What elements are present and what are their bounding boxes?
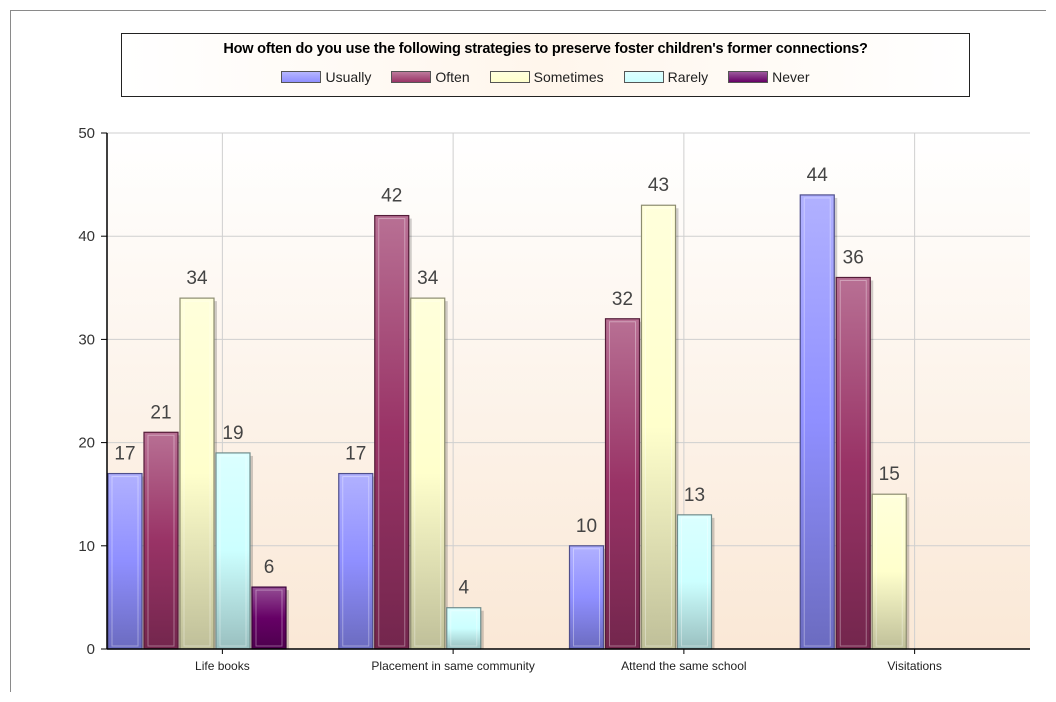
data-label: 42 [381, 186, 402, 207]
data-label: 15 [879, 464, 900, 485]
data-label: 32 [612, 289, 633, 310]
bar [251, 586, 287, 650]
data-label: 34 [186, 268, 208, 289]
legend-item-sometimes: Sometimes [489, 69, 604, 85]
x-tick-label: Attend the same school [621, 659, 746, 673]
legend-swatch [489, 71, 530, 83]
legend-swatch [623, 71, 664, 83]
legend-swatch [728, 71, 769, 83]
legend-item-often: Often [391, 69, 470, 85]
y-tick-label: 10 [78, 538, 95, 555]
bar [871, 493, 907, 650]
chart-title: How often do you use the following strat… [223, 41, 868, 57]
chart-frame [10, 10, 1046, 692]
legend-swatch [391, 71, 432, 83]
bar [338, 472, 374, 650]
data-label: 36 [843, 247, 864, 268]
data-label: 17 [345, 444, 366, 465]
bar-highlight [342, 476, 370, 647]
y-tick-label: 50 [78, 125, 95, 142]
bar-highlight [609, 321, 636, 647]
title-legend-box: How often do you use the following strat… [121, 33, 970, 97]
data-label: 6 [264, 557, 275, 578]
bar [568, 545, 605, 650]
bar [446, 607, 482, 650]
bar-highlight [803, 197, 831, 647]
y-tick-label: 20 [78, 435, 95, 452]
bar-highlight [378, 218, 406, 647]
data-label: 43 [648, 175, 669, 196]
data-label: 10 [576, 516, 597, 537]
bar-highlight [681, 517, 708, 647]
x-tick-label: Placement in same community [371, 659, 534, 673]
bar-highlight [875, 496, 903, 647]
bar [676, 514, 713, 650]
data-label: 4 [458, 578, 469, 599]
legend-label: Usually [325, 69, 372, 85]
bar-highlight [183, 300, 211, 647]
data-label: 13 [684, 485, 705, 506]
data-label: 17 [114, 444, 135, 465]
bar [640, 204, 677, 650]
bar-highlight [147, 434, 175, 647]
bar [835, 276, 871, 650]
bar-highlight [450, 610, 478, 647]
bar-highlight [255, 589, 283, 647]
bar [799, 194, 835, 650]
y-tick-label: 0 [87, 641, 95, 658]
y-tick-label: 40 [78, 228, 95, 245]
x-tick-label: Visitations [887, 659, 941, 673]
bar-highlight [573, 548, 600, 647]
bar-highlight [839, 279, 867, 647]
data-label: 34 [417, 268, 439, 289]
bar [179, 297, 215, 650]
x-tick-label: Life books [195, 659, 250, 673]
bar-highlight [414, 300, 442, 647]
data-label: 21 [150, 402, 171, 423]
data-label: 44 [807, 165, 829, 186]
legend-label: Rarely [667, 69, 709, 85]
bar [215, 452, 251, 650]
bar [107, 472, 143, 650]
legend-item-never: Never [728, 69, 810, 85]
bar [143, 431, 179, 650]
legend-item-rarely: Rarely [623, 69, 709, 85]
y-tick-label: 30 [78, 331, 95, 348]
bar [374, 214, 410, 650]
bar-highlight [645, 207, 672, 647]
legend-item-usually: Usually [281, 69, 371, 85]
legend-label: Often [435, 69, 470, 85]
data-label: 19 [222, 423, 243, 444]
bar-highlight [111, 476, 139, 647]
legend-label: Sometimes [533, 69, 604, 85]
legend: Usually Often Sometimes Rarely Never [122, 69, 969, 85]
bar [604, 318, 641, 650]
legend-swatch [281, 71, 322, 83]
bar [410, 297, 446, 650]
bar-highlight [219, 455, 247, 647]
legend-label: Never [772, 69, 810, 85]
